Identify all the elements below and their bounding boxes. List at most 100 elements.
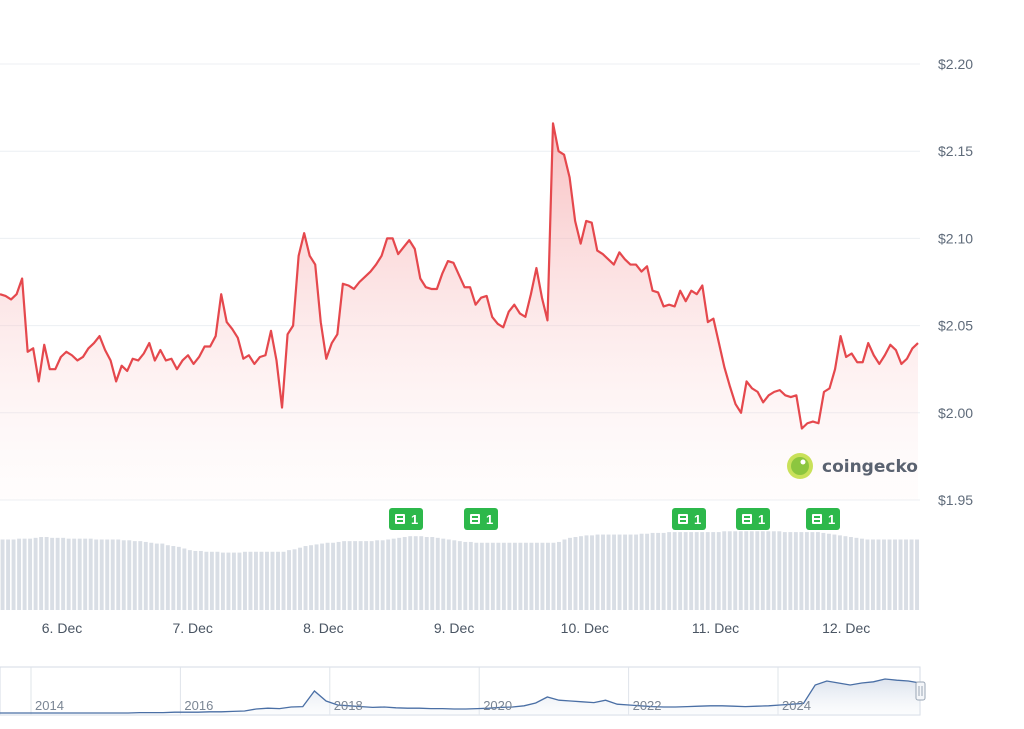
volume-bar (837, 535, 842, 610)
volume-bar (342, 541, 347, 610)
newspaper-icon (678, 514, 688, 524)
volume-bar (501, 542, 506, 610)
volume-bar (61, 537, 66, 610)
news-badge (736, 508, 770, 530)
volume-bar (523, 542, 528, 610)
newspaper-icon-line (397, 516, 403, 518)
volume-bar (320, 543, 325, 610)
newspaper-icon (812, 514, 822, 524)
volume-bar (353, 541, 358, 610)
volume-bar (512, 542, 517, 610)
volume-bar (369, 541, 374, 610)
volume-bar (848, 537, 853, 610)
volume-bar (904, 539, 908, 610)
volume-bar (44, 537, 49, 610)
navigator-tick-label: 2020 (483, 698, 512, 713)
volume-bar (116, 539, 121, 610)
y-tick-label: $1.95 (938, 492, 973, 508)
volume-bar (612, 534, 617, 610)
news-markers: 1 1 1 1 1 (389, 508, 840, 530)
volume-bar (893, 539, 897, 610)
volume-bar (397, 537, 402, 610)
volume-bar (402, 537, 407, 610)
volume-bar (154, 543, 159, 610)
volume-bar (529, 542, 534, 610)
volume-bar (727, 531, 732, 610)
newspaper-icon-line (397, 520, 403, 522)
newspaper-icon-line (744, 520, 750, 522)
volume-bar (314, 544, 319, 610)
navigator-tick-label: 2014 (35, 698, 64, 713)
volume-bar (711, 532, 716, 610)
volume-bar (760, 531, 765, 610)
volume-bar (287, 550, 291, 610)
newspaper-icon-line (472, 516, 478, 518)
volume-bar (39, 537, 44, 610)
volume-bar (204, 551, 209, 610)
volume-bar (876, 539, 881, 610)
news-marker[interactable]: 1 (672, 508, 706, 530)
volume-bar (17, 538, 22, 610)
volume-bar (231, 552, 236, 610)
volume-bar (441, 538, 446, 610)
price-line (0, 122, 919, 430)
volume-bar (882, 539, 886, 610)
x-tick-label: 6. Dec (42, 620, 82, 636)
volume-bar (430, 537, 435, 610)
x-axis-ticks: 6. Dec 7. Dec 8. Dec 9. Dec 10. Dec 11. Dec 12… (42, 620, 871, 636)
volume-bar (557, 541, 561, 610)
volume-bar (545, 542, 550, 610)
volume-bar (209, 551, 214, 610)
volume-bar (127, 540, 132, 610)
volume-bar (149, 542, 154, 610)
volume-bar (860, 538, 864, 610)
y-tick-label: $2.05 (938, 318, 973, 334)
volume-bar (33, 537, 38, 610)
volume-bar (259, 551, 264, 610)
volume-bar (88, 538, 93, 610)
volume-bar (474, 542, 479, 610)
navigator[interactable]: 2014 2016 2018 2020 2022 2024 (0, 666, 926, 716)
volume-bar (193, 550, 198, 610)
news-marker[interactable]: 1 (464, 508, 498, 530)
volume-bar (243, 551, 247, 610)
volume-bar (672, 532, 677, 610)
news-badge (806, 508, 840, 530)
news-marker[interactable]: 1 (806, 508, 840, 530)
volume-bar (804, 532, 809, 610)
volume-bar (254, 551, 258, 610)
x-tick-label: 9. Dec (434, 620, 474, 636)
volume-bar (325, 542, 330, 610)
volume-bar (72, 538, 77, 610)
news-marker[interactable]: 1 (736, 508, 770, 530)
volume-bar (568, 537, 572, 610)
volume-bar (656, 532, 661, 610)
volume-bar (419, 536, 424, 610)
volume-bar (83, 538, 88, 610)
volume-bar (171, 546, 176, 610)
volume-bar (579, 536, 583, 610)
volume-bar (485, 542, 490, 610)
volume-bar (507, 542, 512, 610)
news-count: 1 (758, 512, 765, 527)
volume-bar (716, 532, 721, 610)
volume-bar (799, 532, 804, 610)
volume-bar (623, 534, 628, 610)
volume-bar (380, 540, 385, 610)
news-marker[interactable]: 1 (389, 508, 423, 530)
navigator-handle[interactable] (915, 681, 926, 701)
volume-bar (22, 538, 27, 610)
volume-bar (468, 541, 473, 610)
volume-bar (386, 539, 391, 610)
y-tick-label: $2.00 (938, 405, 973, 421)
volume-bar (573, 537, 578, 610)
volume-bar (182, 548, 187, 610)
volume-bar (645, 533, 650, 610)
news-badge (672, 508, 706, 530)
volume-bar (110, 539, 115, 610)
volume-bar (733, 531, 738, 610)
newspaper-icon-line (680, 516, 686, 518)
volume-bar (105, 539, 110, 610)
volume-bar (782, 532, 787, 610)
